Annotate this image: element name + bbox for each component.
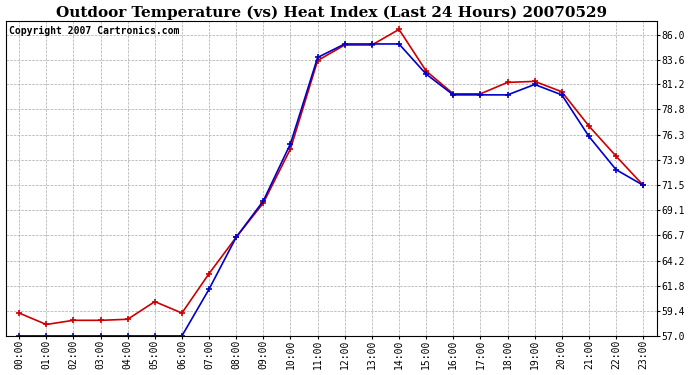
Text: Copyright 2007 Cartronics.com: Copyright 2007 Cartronics.com xyxy=(9,26,179,36)
Title: Outdoor Temperature (vs) Heat Index (Last 24 Hours) 20070529: Outdoor Temperature (vs) Heat Index (Las… xyxy=(56,6,607,20)
